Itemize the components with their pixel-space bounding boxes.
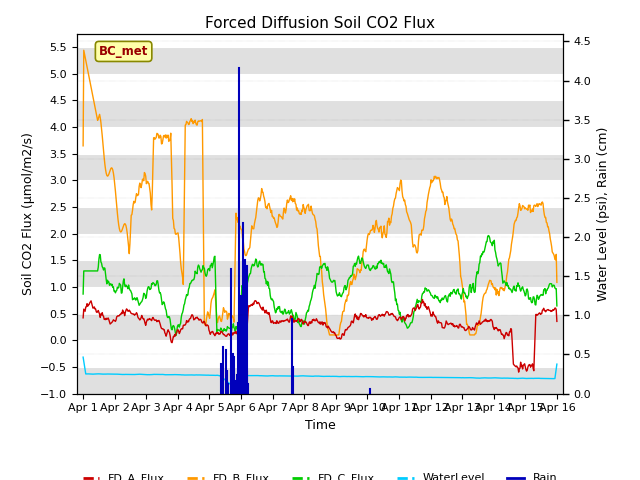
Bar: [77, 367, 563, 394]
Title: Forced Diffusion Soil CO2 Flux: Forced Diffusion Soil CO2 Flux: [205, 16, 435, 31]
Bar: [77, 313, 563, 340]
Bar: [77, 47, 563, 73]
Bar: [77, 207, 563, 234]
Bar: [77, 154, 563, 180]
Bar: [77, 260, 563, 287]
Y-axis label: Soil CO2 Flux (μmol/m2/s): Soil CO2 Flux (μmol/m2/s): [22, 132, 35, 295]
X-axis label: Time: Time: [305, 419, 335, 432]
Text: BC_met: BC_met: [99, 45, 148, 58]
Bar: [77, 100, 563, 127]
Legend: FD_A_Flux, FD_B_Flux, FD_C_Flux, WaterLevel, Rain: FD_A_Flux, FD_B_Flux, FD_C_Flux, WaterLe…: [78, 469, 562, 480]
Y-axis label: Water Level (psi), Rain (cm): Water Level (psi), Rain (cm): [597, 126, 610, 301]
